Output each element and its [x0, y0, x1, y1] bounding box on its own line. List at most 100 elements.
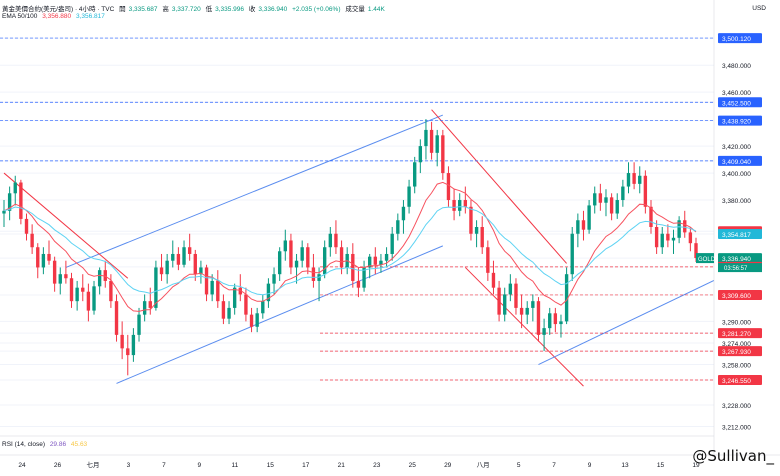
candle-body [536, 301, 541, 335]
candle-body [429, 129, 434, 153]
candle-body [2, 210, 6, 214]
price-tick-label: 3,452.500 [722, 100, 751, 107]
candle-body [654, 227, 659, 248]
candle-body [176, 253, 181, 265]
symbol-line: 黃金美價合約(美元/盎司) · 4小時 · TVC [2, 6, 115, 13]
candle-body [266, 283, 271, 302]
rsi-value-2: 45.63 [70, 441, 88, 448]
candle-body [283, 240, 287, 252]
candle-body [418, 146, 423, 163]
candle-body [435, 135, 439, 153]
candle-body [92, 286, 96, 311]
candle-body [514, 283, 518, 308]
rsi-value-1: 29.86 [49, 441, 67, 448]
price-tick-label: 3,420.000 [722, 144, 751, 151]
price-tick-label: 3,336.940 [722, 256, 751, 263]
candle-body [114, 301, 119, 335]
price-tag-bg [718, 115, 762, 126]
candle-body [294, 260, 299, 268]
candle-body [621, 186, 625, 201]
symbol-tag-bg [696, 253, 714, 264]
candle-body [570, 233, 574, 275]
candle-body [272, 274, 276, 284]
trend-channel [3, 109, 770, 387]
time-tick-label: 23 [373, 462, 381, 469]
candle-body [593, 193, 597, 206]
candle-body [58, 274, 62, 284]
candle-body [564, 274, 569, 322]
price-tick-label: 3,354.817 [722, 232, 751, 239]
price-tag-bg [718, 374, 762, 385]
candle-body [643, 175, 648, 207]
time-tick-label: 9 [198, 462, 202, 469]
candle-body [576, 220, 580, 234]
time-tick-label: 21 [338, 462, 346, 469]
price-tag-bg [718, 155, 762, 166]
price-axis: 3,500.120 3,480.000 3,460.000 3,452.500 3,43… [696, 0, 780, 471]
candle-body [255, 313, 259, 327]
candle-body [24, 218, 29, 234]
candle-body [452, 200, 456, 211]
price-tag-bg [718, 97, 762, 108]
price-tick-label: 3,460.000 [722, 90, 751, 97]
rsi-label: RSI (14, close) [2, 441, 45, 448]
close-label: 收 [248, 6, 256, 13]
time-tick-label: 3 [127, 462, 131, 469]
candle-body [525, 307, 529, 315]
price-tag-bg [718, 228, 762, 239]
candle-body [649, 206, 653, 227]
currency-label: USD [752, 5, 766, 12]
open-label: 開 [119, 6, 126, 13]
candle-body [334, 233, 338, 248]
time-tick-label: 26 [54, 462, 62, 469]
candle-body [486, 247, 490, 273]
candle-body [36, 247, 40, 268]
time-tick-label: 19 [692, 462, 700, 469]
price-tag-bg [718, 253, 762, 264]
candle-body [446, 173, 451, 201]
countdown-bg [718, 263, 762, 273]
ema-label: EMA 50/100 [2, 13, 38, 20]
candle-body [19, 182, 23, 219]
candle-body [204, 267, 209, 295]
low-value: 3,335.996 [215, 6, 245, 13]
candle-body [47, 253, 51, 261]
candle-body [463, 200, 468, 207]
candle-body [120, 334, 124, 349]
candle-body [97, 270, 102, 287]
candle-body [238, 287, 242, 295]
candle-body [148, 301, 152, 308]
volume-label: 成交量 [345, 6, 365, 13]
price-tick-label: 3,480.000 [722, 63, 751, 70]
low-label: 低 [205, 6, 213, 13]
ema-lines [3, 181, 697, 312]
high-label: 高 [162, 6, 169, 13]
open-value: 3,335.687 [128, 6, 158, 13]
candle-body [339, 247, 344, 268]
candle-body [109, 280, 113, 302]
time-tick-label: 7 [552, 462, 556, 469]
candle-body [424, 129, 428, 147]
candle-body [368, 256, 372, 268]
time-tick-label: 八月 [477, 461, 490, 469]
ema50-value: 3,356.880 [42, 13, 72, 20]
candle-body [277, 251, 282, 275]
candle-body [249, 314, 254, 327]
candle-body [626, 173, 631, 187]
close-value: 3,336.940 [258, 6, 288, 13]
candle-body [182, 247, 186, 265]
price-levels [0, 37, 714, 381]
candle-body [64, 274, 68, 279]
candle-body [7, 193, 12, 211]
time-tick-label: 9 [588, 462, 592, 469]
candle-body [171, 253, 175, 261]
short-downtrend-line [3, 172, 129, 279]
candle-body [41, 253, 46, 268]
descending-channel-upper [431, 109, 567, 264]
price-tick-label: 3,380.000 [722, 198, 751, 205]
candle-body [474, 227, 479, 234]
candle-body [379, 260, 383, 265]
price-tag-bg [718, 33, 762, 44]
candle-body [638, 175, 642, 184]
